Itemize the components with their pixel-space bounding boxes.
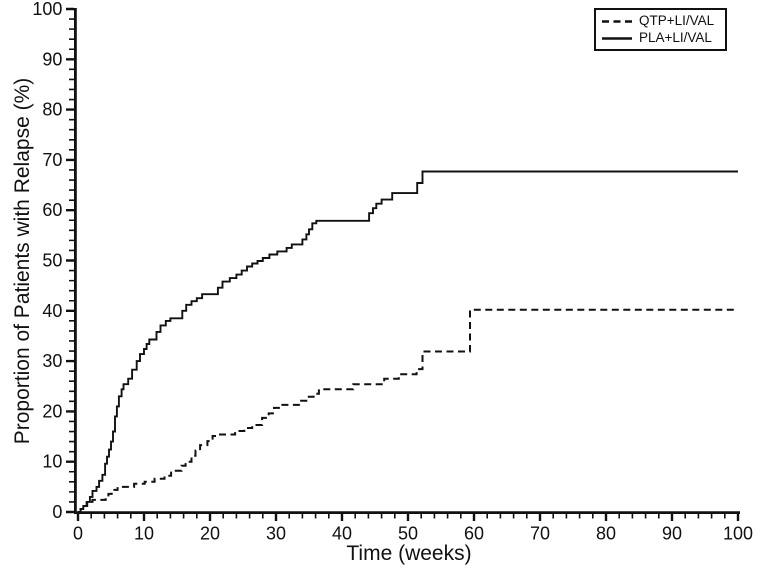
y-tick-label: 40 [42, 301, 62, 321]
x-tick-label: 80 [596, 524, 616, 544]
x-tick-label: 10 [134, 524, 154, 544]
x-tick-label: 20 [200, 524, 220, 544]
y-tick-label: 90 [42, 49, 62, 69]
legend-label-qtp: QTP+LI/VAL [639, 13, 715, 28]
x-tick-label: 30 [266, 524, 286, 544]
x-tick-label: 0 [73, 524, 83, 544]
x-tick-label: 50 [398, 524, 418, 544]
legend-box: QTP+LI/VAL PLA+LI/VAL [594, 8, 727, 51]
y-tick-label: 20 [42, 401, 62, 421]
y-tick-label: 70 [42, 150, 62, 170]
minor-ticks [69, 18, 726, 519]
y-tick-label: 30 [42, 351, 62, 371]
x-tick-label: 100 [723, 524, 753, 544]
y-tick-label: 60 [42, 200, 62, 220]
major-ticks [66, 7, 740, 521]
solid-line-swatch [602, 36, 632, 40]
series-curve-qtp-li-val [78, 308, 738, 513]
y-tick-label: 0 [52, 502, 62, 522]
x-tick-label: 60 [464, 524, 484, 544]
x-tick-label: 90 [662, 524, 682, 544]
legend-label-pla: PLA+LI/VAL [639, 30, 712, 45]
x-tick-label: 70 [530, 524, 550, 544]
legend-row-pla: PLA+LI/VAL [602, 30, 722, 46]
y-tick-label: 80 [42, 100, 62, 120]
x-axis-title: Time (weeks) [346, 542, 472, 565]
x-tick-label: 40 [332, 524, 352, 544]
y-tick-label: 50 [42, 251, 62, 271]
y-tick-label: 100 [32, 0, 62, 19]
dashed-line-swatch [602, 19, 632, 23]
series-curve-pla-li-val [78, 170, 738, 513]
legend-row-qtp: QTP+LI/VAL [602, 13, 722, 29]
y-axis-title: Proportion of Patients with Relapse (%) [11, 77, 34, 445]
y-tick-label: 10 [42, 452, 62, 472]
